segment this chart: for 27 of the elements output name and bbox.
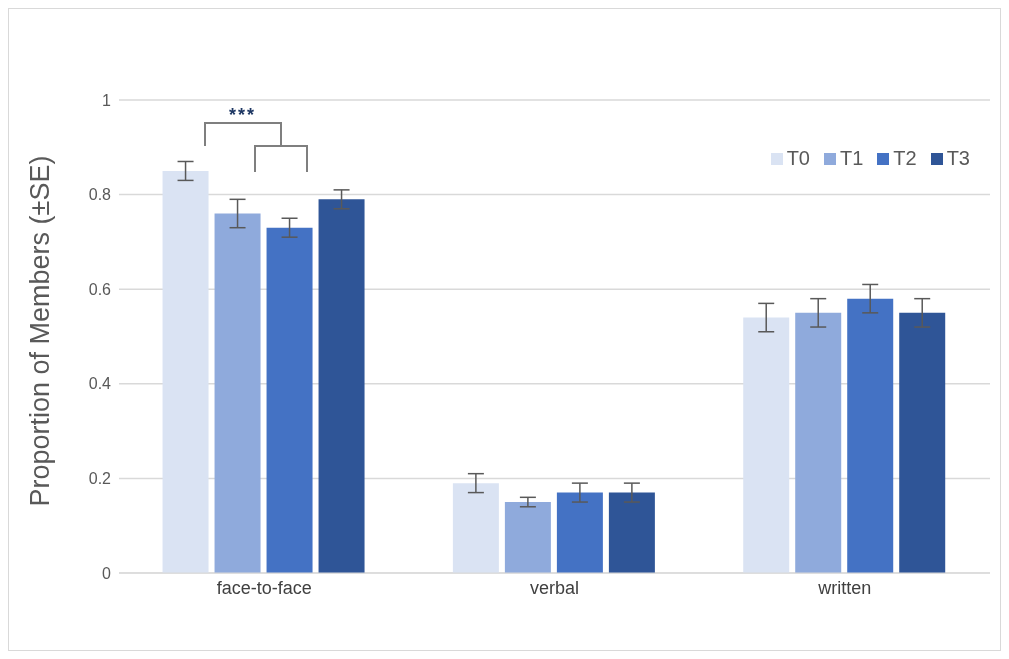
bar — [608, 492, 655, 573]
legend-label: T1 — [839, 147, 864, 170]
bar — [847, 298, 894, 573]
y-tick-label: 0.2 — [88, 470, 112, 488]
bar — [214, 213, 261, 573]
bar — [504, 502, 551, 573]
bar — [795, 312, 842, 573]
x-tick-label: face-to-face — [216, 577, 312, 598]
bar — [899, 312, 946, 573]
bar — [266, 227, 313, 573]
y-axis-title: Proportion of Members (±SE) — [24, 155, 55, 507]
legend-label: T3 — [946, 147, 970, 170]
bar — [162, 170, 209, 573]
bar — [318, 199, 365, 573]
x-tick-label: written — [817, 577, 872, 598]
bar — [556, 492, 603, 573]
y-tick-label: 0.8 — [88, 186, 112, 204]
bar — [743, 317, 790, 573]
annotation: *** — [229, 105, 257, 126]
y-tick-label: 1 — [102, 91, 112, 109]
bar — [452, 483, 499, 573]
legend-label: T2 — [893, 147, 917, 170]
y-tick-label: 0.6 — [88, 280, 112, 298]
y-tick-label: 0.4 — [88, 375, 112, 393]
legend-label: T0 — [786, 147, 810, 170]
x-tick-label: verbal — [529, 577, 580, 598]
y-tick-label: 0 — [102, 564, 112, 582]
